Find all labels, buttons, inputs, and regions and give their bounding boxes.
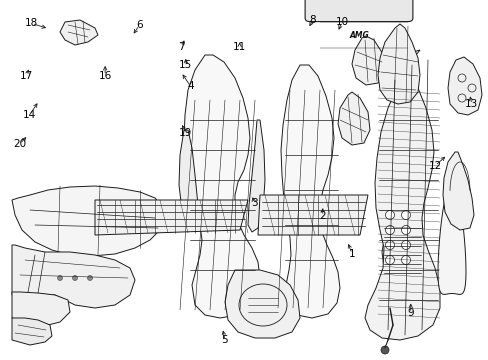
Ellipse shape: [377, 208, 391, 222]
Ellipse shape: [381, 211, 387, 219]
Text: 19: 19: [179, 128, 192, 138]
FancyBboxPatch shape: [305, 0, 412, 22]
Polygon shape: [12, 245, 135, 308]
Text: 10: 10: [335, 17, 348, 27]
Ellipse shape: [401, 211, 409, 220]
Ellipse shape: [385, 240, 394, 249]
Ellipse shape: [401, 240, 409, 249]
Text: 1: 1: [348, 249, 355, 259]
Polygon shape: [12, 318, 52, 345]
Ellipse shape: [385, 225, 394, 234]
Ellipse shape: [87, 275, 92, 280]
Polygon shape: [364, 50, 439, 340]
Polygon shape: [377, 24, 419, 104]
Ellipse shape: [401, 256, 409, 265]
Ellipse shape: [58, 275, 62, 280]
Polygon shape: [95, 200, 247, 235]
Polygon shape: [12, 292, 70, 325]
Text: 6: 6: [136, 20, 142, 30]
Polygon shape: [437, 184, 465, 294]
Text: 7: 7: [177, 42, 184, 52]
Polygon shape: [258, 195, 367, 235]
Polygon shape: [382, 302, 397, 315]
Polygon shape: [179, 130, 198, 230]
Text: 5: 5: [221, 335, 228, 345]
Text: 9: 9: [407, 308, 413, 318]
Text: 2: 2: [319, 211, 325, 221]
Text: 17: 17: [20, 71, 34, 81]
Ellipse shape: [380, 346, 388, 354]
Text: 8: 8: [309, 15, 316, 25]
Text: 20: 20: [13, 139, 26, 149]
Text: 14: 14: [22, 110, 36, 120]
Polygon shape: [447, 57, 481, 115]
Polygon shape: [183, 55, 260, 318]
Text: 12: 12: [427, 161, 441, 171]
Polygon shape: [381, 218, 421, 282]
Polygon shape: [60, 20, 98, 45]
Ellipse shape: [72, 275, 77, 280]
Text: 16: 16: [98, 71, 112, 81]
Text: AMG: AMG: [348, 31, 368, 40]
Text: 13: 13: [464, 99, 478, 109]
Polygon shape: [337, 92, 369, 145]
Ellipse shape: [385, 211, 394, 220]
Text: 3: 3: [250, 198, 257, 208]
Polygon shape: [247, 120, 264, 232]
Ellipse shape: [401, 225, 409, 234]
Polygon shape: [351, 36, 384, 85]
Polygon shape: [224, 270, 299, 338]
Text: 11: 11: [232, 42, 246, 52]
Text: 15: 15: [179, 60, 192, 70]
Text: 18: 18: [25, 18, 39, 28]
Ellipse shape: [385, 256, 394, 265]
Polygon shape: [12, 186, 164, 256]
Polygon shape: [442, 152, 473, 230]
Polygon shape: [281, 65, 339, 318]
Text: 4: 4: [187, 81, 194, 91]
